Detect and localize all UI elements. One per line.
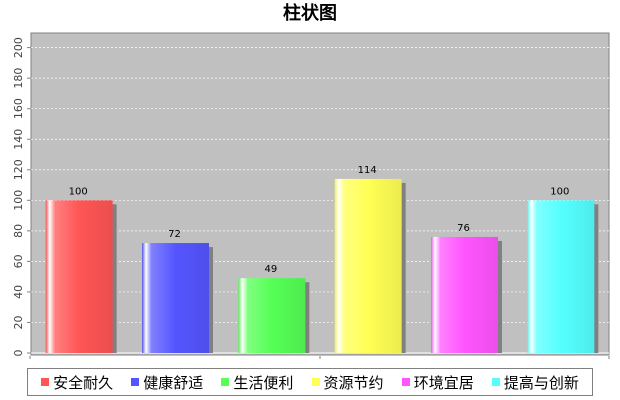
y-tick-label: 100 — [12, 190, 25, 211]
legend-swatch — [401, 378, 410, 386]
bar-value-label: 76 — [457, 223, 470, 234]
y-tick-label: 80 — [12, 224, 25, 238]
y-tick-label: 200 — [12, 37, 25, 58]
legend-item: 安全耐久 — [41, 372, 113, 393]
legend-item: 健康舒适 — [131, 372, 203, 393]
legend-label: 环境宜居 — [413, 373, 474, 392]
y-tick-label: 160 — [12, 98, 25, 119]
legend-swatch — [131, 378, 140, 386]
plot-area — [30, 32, 610, 356]
legend-item: 资源节约 — [311, 372, 384, 393]
bar — [527, 200, 595, 353]
legend-label: 生活便利 — [233, 373, 294, 392]
bar-value-label: 114 — [358, 165, 377, 176]
legend-swatch — [491, 378, 500, 386]
bar — [238, 278, 306, 353]
legend-label: 提高与创新 — [503, 373, 579, 392]
chart-title: 柱状图 — [283, 3, 337, 24]
bar-value-label: 49 — [264, 264, 277, 275]
bar — [334, 178, 402, 353]
y-tick-label: 40 — [12, 285, 25, 299]
legend-label: 健康舒适 — [143, 373, 204, 392]
bar-chart: 0 20 40 60 80 100 120 140 160 180 200 100 72 49 114 76 1… — [12, 32, 610, 359]
y-tick-label: 120 — [12, 159, 25, 180]
legend-swatch — [311, 378, 320, 386]
y-tick-label: 20 — [12, 315, 25, 329]
legend-swatch — [41, 378, 50, 386]
y-tick-label: 180 — [12, 68, 25, 89]
legend-label: 资源节约 — [323, 373, 384, 392]
y-tick-label: 140 — [12, 129, 25, 150]
legend-item: 生活便利 — [221, 372, 293, 393]
bar — [431, 236, 498, 353]
legend-item: 环境宜居 — [401, 372, 474, 393]
legend-label: 安全耐久 — [53, 373, 114, 392]
legend-item: 提高与创新 — [491, 372, 579, 393]
bar-value-label: 72 — [168, 229, 181, 240]
legend-swatch — [221, 378, 230, 386]
bar-value-label: 100 — [69, 186, 88, 197]
bar — [45, 200, 113, 353]
y-tick-label: 60 — [12, 254, 25, 268]
bar — [142, 243, 209, 353]
bar-value-label: 100 — [550, 186, 569, 197]
y-tick-label: 0 — [12, 350, 25, 357]
chart-legend: 安全耐久 健康舒适 生活便利 资源节约 环境宜居 提高与创新 — [27, 368, 593, 396]
